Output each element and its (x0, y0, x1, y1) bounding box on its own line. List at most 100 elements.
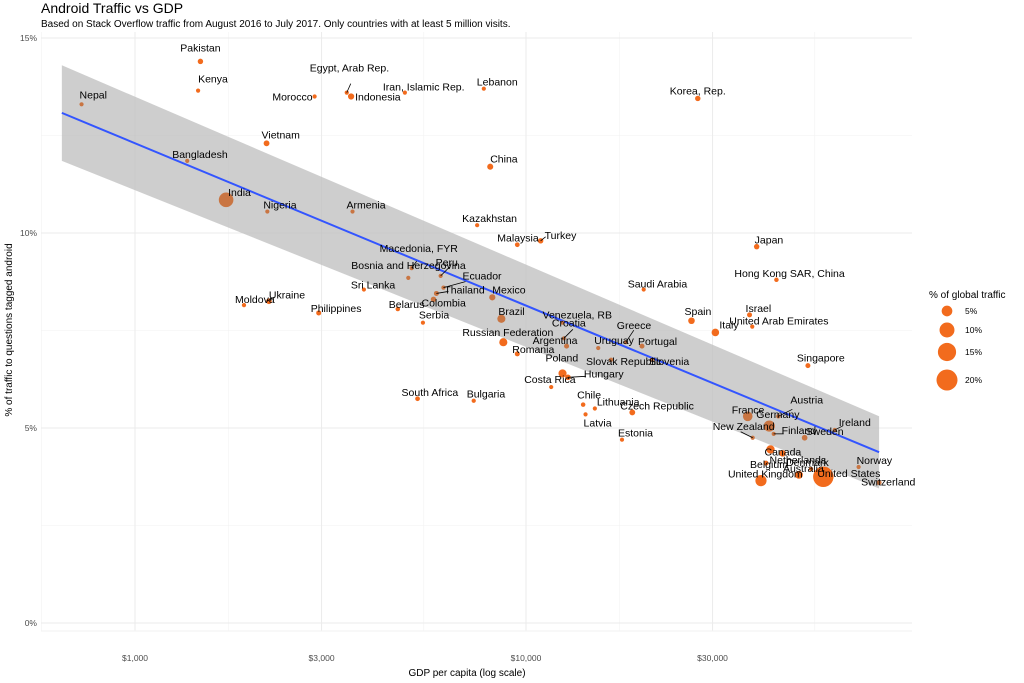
data-point (185, 158, 190, 163)
point-label: United States (817, 468, 880, 480)
legend-size-label: 5% (965, 306, 978, 316)
point-label: Kenya (198, 74, 228, 86)
point-label: Spain (684, 306, 711, 318)
data-point (406, 275, 411, 280)
legend-size-label: 20% (965, 375, 982, 385)
point-label: Bosnia and Herzegovina (351, 260, 466, 272)
data-point (395, 306, 401, 312)
data-point (750, 435, 755, 440)
point-label: Estonia (618, 428, 653, 440)
size-legend: % of global traffic 5% 10% 15% 20% (929, 290, 1006, 391)
legend-size-marker (936, 369, 958, 391)
data-point (79, 102, 84, 107)
data-point (316, 310, 322, 316)
point-label: China (490, 154, 518, 166)
point-label: Colombia (422, 297, 467, 309)
data-point (641, 287, 646, 292)
point-label: Malaysia (497, 233, 539, 245)
point-label: Argentina (533, 335, 578, 347)
point-label: Australia (783, 463, 824, 475)
point-label: Belgium (750, 459, 788, 471)
data-point (564, 343, 570, 349)
label-leader-line (567, 375, 586, 378)
data-point (619, 437, 625, 442)
data-point (430, 296, 437, 303)
point-label: Saudi Arabia (628, 279, 688, 291)
data-point (774, 277, 779, 283)
data-point (763, 420, 775, 432)
point-label: United Kingdom (728, 469, 803, 481)
data-point (649, 357, 655, 362)
legend-size-marker (941, 305, 953, 317)
point-label: Pakistan (180, 42, 220, 54)
data-point (763, 460, 769, 466)
point-label: Switzerland (861, 477, 915, 489)
point-label: Belarus (389, 299, 425, 311)
point-label: Portugal (638, 336, 677, 348)
label-leader-line (346, 83, 352, 93)
label-leader-line (834, 425, 843, 431)
data-point (766, 445, 775, 454)
data-point (549, 384, 554, 390)
point-label: Uruguay (594, 335, 634, 347)
data-point (402, 90, 407, 95)
data-point (592, 406, 597, 411)
point-label: Germany (756, 409, 800, 421)
label-leader-line (443, 281, 466, 288)
point-label: Hong Kong SAR, China (734, 268, 844, 280)
point-label: Greece (617, 320, 652, 332)
data-point (420, 320, 426, 325)
point-label: Poland (546, 352, 579, 364)
point-label: Italy (719, 319, 739, 331)
data-point (265, 209, 270, 214)
data-points (79, 58, 882, 487)
data-point (514, 351, 520, 357)
point-label: Israel (746, 303, 772, 315)
point-label: Finland (782, 425, 817, 437)
y-axis-ticks: 0% 5% 10% 15% (20, 33, 37, 628)
data-point (218, 192, 234, 208)
x-tick-label: $10,000 (511, 653, 542, 663)
point-label: Thailand (444, 284, 484, 296)
x-axis-title: GDP per capita (log scale) (408, 668, 525, 679)
point-label: Ireland (839, 417, 871, 429)
data-point (347, 93, 355, 100)
y-axis-title: % of traffic to questions tagged android (4, 243, 15, 416)
point-label: France (732, 404, 765, 416)
data-point (560, 320, 565, 325)
point-label: Vietnam (262, 129, 301, 141)
point-label: Brazil (498, 306, 524, 318)
confidence-band (61, 65, 880, 489)
point-label: United Arab Emirates (729, 316, 828, 328)
point-label: Norway (857, 455, 893, 467)
y-tick-label: 10% (20, 228, 37, 238)
data-point (688, 317, 695, 325)
data-point (195, 88, 201, 93)
point-label: Macedonia, FYR (380, 243, 459, 255)
data-point (755, 475, 767, 487)
y-tick-label: 0% (25, 618, 38, 628)
data-point (753, 243, 760, 250)
data-point (876, 480, 882, 486)
data-point (795, 470, 803, 479)
label-leader-line (266, 296, 275, 302)
data-point (750, 324, 755, 329)
point-label: Slovak Republic (586, 356, 661, 368)
data-point (487, 163, 494, 170)
data-point (813, 466, 834, 487)
point-label: Slovenia (649, 356, 689, 368)
data-point (558, 369, 567, 378)
data-point (475, 223, 480, 228)
point-label: Lebanon (477, 77, 518, 89)
point-label: Turkey (545, 230, 577, 242)
data-point (241, 303, 247, 308)
data-point (263, 140, 270, 147)
point-label: Netherlands (770, 454, 827, 466)
point-label: Philippines (311, 303, 362, 315)
trend-line (61, 111, 880, 454)
data-point (856, 464, 861, 470)
data-point (596, 345, 601, 351)
x-tick-label: $30,000 (697, 653, 728, 663)
data-point (499, 338, 508, 347)
data-point (497, 314, 506, 323)
